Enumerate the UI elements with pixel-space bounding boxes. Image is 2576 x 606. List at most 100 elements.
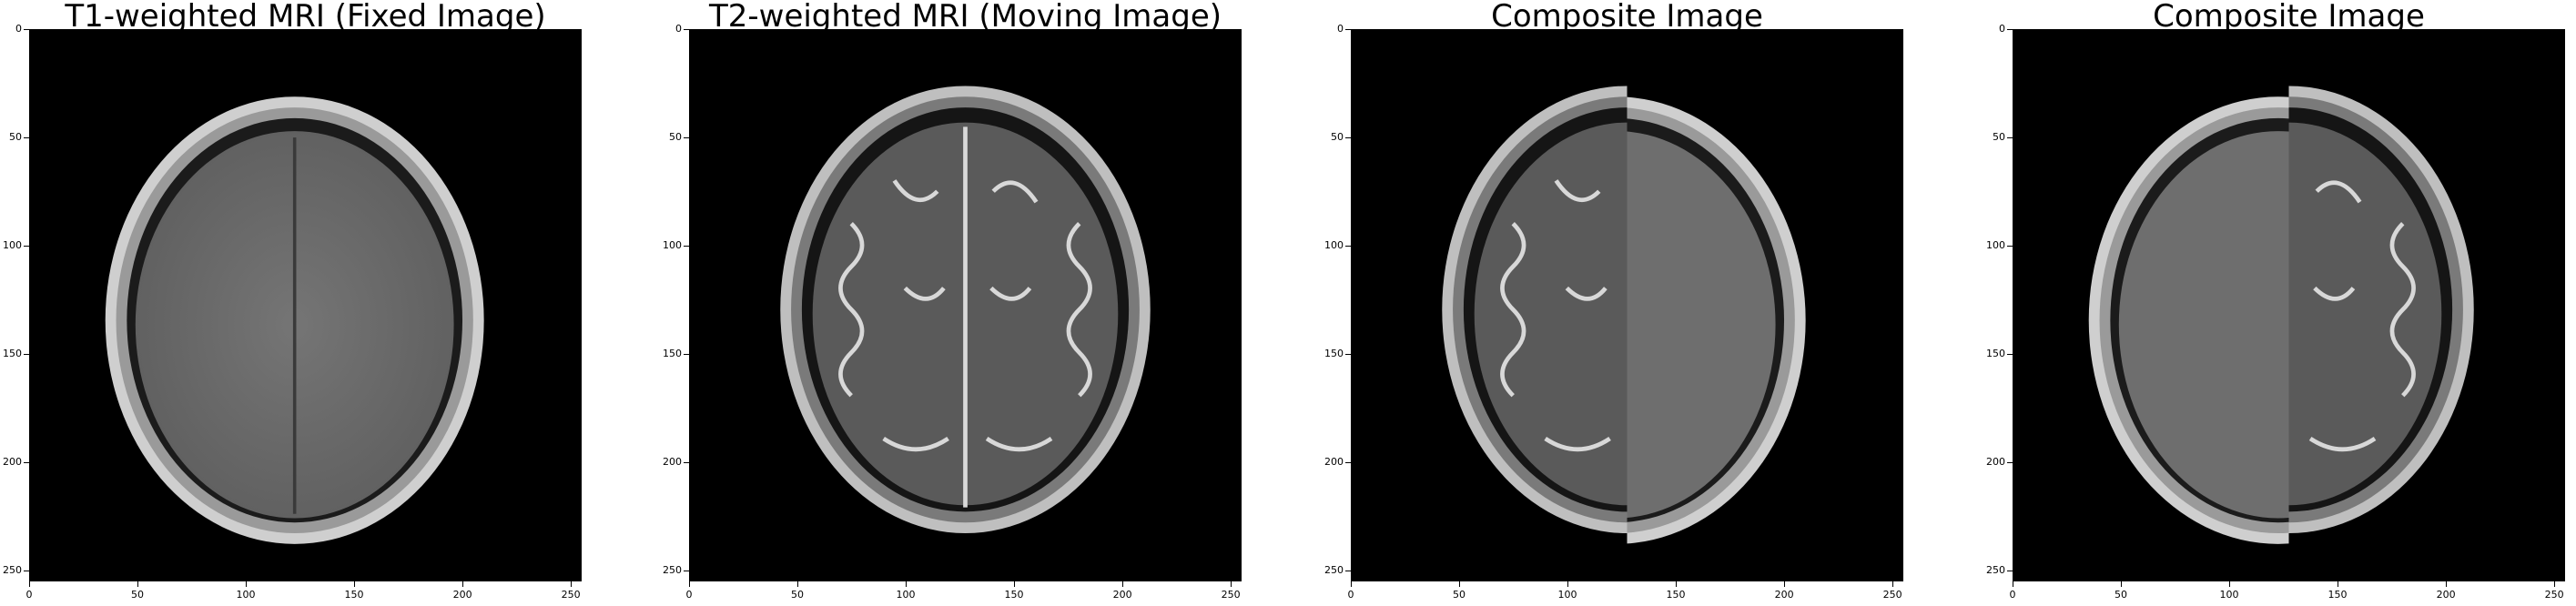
y-axis-tick	[2007, 462, 2013, 464]
y-axis-tick	[684, 246, 689, 247]
mri-image-composite-1	[1351, 29, 1903, 581]
panel-composite-1: Composite Image 0 50 100 150 2	[1322, 0, 1950, 606]
x-axis-tick	[1231, 581, 1232, 587]
x-axis-tick-label: 50	[131, 589, 145, 601]
y-axis-tick	[2007, 246, 2013, 247]
x-axis-tick	[2229, 581, 2231, 587]
y-axis-tick-label: 100	[1324, 239, 1344, 252]
y-axis-tick	[2007, 354, 2013, 356]
x-axis-tick	[2446, 581, 2448, 587]
x-axis-tick	[1122, 581, 1124, 587]
x-axis-tick-label: 150	[344, 589, 364, 601]
x-axis-tick-label: 100	[896, 589, 916, 601]
y-axis-tick	[684, 137, 689, 139]
composite-brain-slice-2	[2013, 30, 2564, 581]
y-axis-tick	[684, 354, 689, 356]
x-axis-tick-label: 0	[25, 589, 33, 601]
x-axis-tick	[1784, 581, 1786, 587]
x-axis-tick-label: 150	[1666, 589, 1686, 601]
y-axis-tick	[1345, 354, 1351, 356]
y-axis-tick	[2007, 137, 2013, 139]
x-axis-tick-label: 200	[452, 589, 472, 601]
x-axis-tick	[797, 581, 799, 587]
y-axis-tick	[684, 462, 689, 464]
x-axis-tick	[1459, 581, 1461, 587]
x-axis-tick-label: 150	[1004, 589, 1024, 601]
y-axis-tick	[24, 29, 29, 30]
y-axis-tick-label: 200	[3, 456, 22, 469]
x-axis-tick-label: 100	[2219, 589, 2239, 601]
t2-brain-slice	[690, 30, 1241, 581]
x-axis-tick-label: 50	[2115, 589, 2128, 601]
y-axis-tick-label: 250	[3, 564, 22, 577]
x-axis-tick-label: 0	[685, 589, 693, 601]
panel-composite-2: Composite Image 0 50 100 150 2	[1983, 0, 2576, 606]
x-axis-tick	[1567, 581, 1569, 587]
x-axis-tick-label: 150	[2328, 589, 2348, 601]
y-axis-tick-label: 150	[3, 348, 22, 360]
x-axis-tick	[571, 581, 573, 587]
mri-image-t2	[689, 29, 1242, 581]
mri-image-t1	[29, 29, 582, 581]
x-axis-tick	[354, 581, 356, 587]
y-axis-tick-label: 200	[663, 456, 682, 469]
y-axis-tick-label: 50	[669, 131, 682, 144]
x-axis-tick-label: 50	[791, 589, 805, 601]
x-axis-tick-label: 250	[1882, 589, 1902, 601]
y-axis-tick-label: 50	[1331, 131, 1344, 144]
panel-t2: T2-weighted MRI (Moving Image) 0 50 100 150…	[660, 0, 1288, 606]
panel-title: T2-weighted MRI (Moving Image)	[708, 0, 1222, 35]
x-axis-tick-label: 200	[1112, 589, 1132, 601]
mri-image-composite-2	[2013, 29, 2565, 581]
x-axis-tick-label: 0	[2009, 589, 2016, 601]
x-axis-tick-label: 200	[1774, 589, 1794, 601]
x-axis-tick	[2121, 581, 2123, 587]
y-axis-tick	[24, 354, 29, 356]
y-axis-tick-label: 250	[663, 564, 682, 577]
y-axis-tick-label: 150	[1986, 348, 2005, 360]
y-axis-tick-label: 0	[15, 23, 22, 35]
x-axis-tick	[1676, 581, 1678, 587]
t1-brain-slice	[30, 30, 581, 581]
x-axis-tick	[1892, 581, 1894, 587]
y-axis-tick	[1345, 462, 1351, 464]
x-axis-tick	[137, 581, 139, 587]
y-axis-tick	[1345, 137, 1351, 139]
panel-title: T1-weighted MRI (Fixed Image)	[65, 0, 546, 35]
x-axis-tick-label: 200	[2436, 589, 2456, 601]
x-axis-tick	[246, 581, 248, 587]
y-axis-tick-label: 50	[9, 131, 22, 144]
y-axis-tick-label: 250	[1986, 564, 2005, 577]
y-axis-tick-label: 250	[1324, 564, 1344, 577]
x-axis-tick-label: 50	[1453, 589, 1466, 601]
x-axis-tick	[2554, 581, 2556, 587]
panel-t1: T1-weighted MRI (Fixed Image) 0 50 100 150 2…	[0, 0, 628, 606]
y-axis-tick	[1345, 246, 1351, 247]
x-axis-tick	[1014, 581, 1016, 587]
y-axis-tick	[24, 462, 29, 464]
y-axis-tick	[24, 246, 29, 247]
panel-title: Composite Image	[2153, 0, 2425, 35]
panel-title: Composite Image	[1491, 0, 1763, 35]
y-axis-tick-label: 0	[675, 23, 682, 35]
x-axis-tick	[29, 581, 30, 587]
y-axis-tick	[684, 29, 689, 30]
y-axis-tick-label: 200	[1986, 456, 2005, 469]
y-axis-tick-label: 100	[3, 239, 22, 252]
x-axis-tick-label: 0	[1347, 589, 1354, 601]
y-axis-tick-label: 100	[1986, 239, 2005, 252]
y-axis-tick-label: 150	[1324, 348, 1344, 360]
y-axis-tick-label: 0	[1999, 23, 2005, 35]
x-axis-tick-label: 250	[2544, 589, 2564, 601]
x-axis-tick-label: 100	[1557, 589, 1577, 601]
y-axis-tick-label: 50	[1993, 131, 2005, 144]
composite-brain-slice-1	[1352, 30, 1902, 581]
x-axis-tick	[462, 581, 464, 587]
y-axis-tick-label: 200	[1324, 456, 1344, 469]
y-axis-tick-label: 150	[663, 348, 682, 360]
y-axis-tick-label: 100	[663, 239, 682, 252]
x-axis-tick	[689, 581, 690, 587]
y-axis-tick	[1345, 29, 1351, 30]
y-axis-tick-label: 0	[1337, 23, 1344, 35]
y-axis-tick	[2007, 29, 2013, 30]
